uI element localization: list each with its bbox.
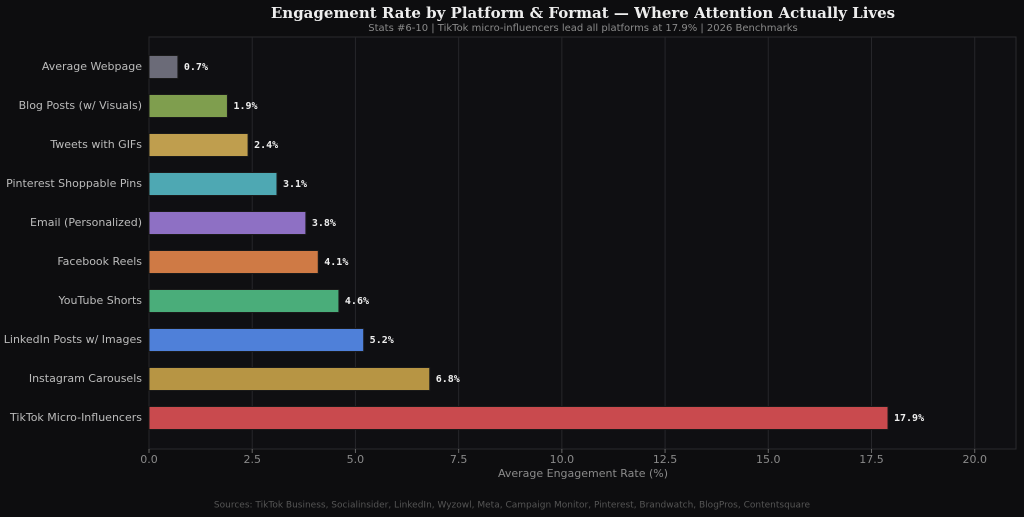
value-label: 0.7%	[184, 62, 208, 73]
value-label: 5.2%	[370, 335, 394, 346]
value-label: 17.9%	[894, 413, 924, 424]
x-tick-label: 17.5	[859, 453, 884, 466]
bar	[148, 250, 319, 274]
y-tick-label: Tweets with GIFs	[49, 138, 142, 151]
chart-subtitle: Stats #6-10 | TikTok micro-influencers l…	[368, 23, 797, 34]
bar	[148, 172, 278, 196]
y-tick-label: Average Webpage	[42, 60, 142, 73]
value-label: 3.8%	[312, 218, 336, 229]
bar	[148, 406, 889, 430]
x-tick-label: 2.5	[243, 453, 261, 466]
value-label: 6.8%	[436, 374, 460, 385]
y-tick-label: YouTube Shorts	[58, 294, 143, 307]
y-tick-label: Blog Posts (w/ Visuals)	[19, 99, 142, 112]
x-tick-label: 5.0	[347, 453, 365, 466]
x-tick-label: 10.0	[550, 453, 575, 466]
bar	[148, 211, 307, 235]
value-label: 2.4%	[254, 140, 278, 151]
value-label: 4.1%	[324, 257, 348, 268]
bar	[148, 94, 228, 118]
y-tick-label: Pinterest Shoppable Pins	[6, 177, 142, 190]
y-tick-label: Facebook Reels	[57, 255, 142, 268]
y-tick-label: Instagram Carousels	[29, 372, 142, 385]
y-tick-label: TikTok Micro-Influencers	[9, 411, 142, 424]
bar	[148, 289, 340, 313]
x-tick-label: 7.5	[450, 453, 468, 466]
x-tick-label: 20.0	[962, 453, 987, 466]
value-label: 4.6%	[345, 296, 369, 307]
x-tick-label: 12.5	[653, 453, 678, 466]
x-tick-label: 15.0	[756, 453, 781, 466]
bar	[148, 367, 431, 391]
y-tick-label: LinkedIn Posts w/ Images	[4, 333, 142, 346]
bar	[148, 133, 249, 157]
value-label: 1.9%	[233, 101, 257, 112]
y-tick-label: Email (Personalized)	[30, 216, 142, 229]
x-tick-label: 0.0	[140, 453, 158, 466]
bar	[148, 55, 179, 79]
value-label: 3.1%	[283, 179, 307, 190]
bar	[148, 328, 365, 352]
source-note: Sources: TikTok Business, Socialinsider,…	[214, 501, 811, 511]
x-axis-label: Average Engagement Rate (%)	[498, 467, 668, 480]
chart-title: Engagement Rate by Platform & Format — W…	[271, 4, 895, 22]
